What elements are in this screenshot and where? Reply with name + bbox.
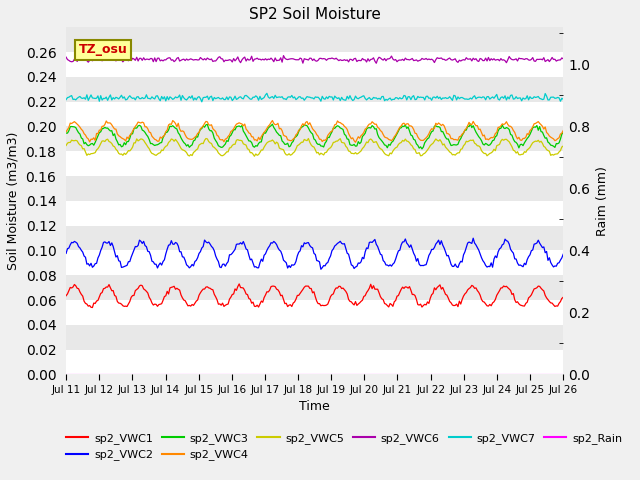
Bar — [66, 151, 563, 176]
Bar — [66, 77, 563, 102]
Bar — [66, 325, 563, 349]
Bar — [66, 226, 563, 251]
Legend: sp2_VWC1, sp2_VWC2, sp2_VWC3, sp2_VWC4, sp2_VWC5, sp2_VWC6, sp2_VWC7, sp2_Rain: sp2_VWC1, sp2_VWC2, sp2_VWC3, sp2_VWC4, … — [61, 429, 627, 465]
Title: SP2 Soil Moisture: SP2 Soil Moisture — [249, 7, 381, 22]
Y-axis label: Raim (mm): Raim (mm) — [596, 166, 609, 236]
Bar — [66, 349, 563, 374]
Bar — [66, 275, 563, 300]
Bar — [66, 126, 563, 151]
X-axis label: Time: Time — [300, 400, 330, 413]
Bar — [66, 176, 563, 201]
Bar — [66, 300, 563, 325]
Bar — [66, 27, 563, 52]
Y-axis label: Soil Moisture (m3/m3): Soil Moisture (m3/m3) — [7, 132, 20, 270]
Text: TZ_osu: TZ_osu — [79, 43, 127, 56]
Bar — [66, 201, 563, 226]
Bar — [66, 102, 563, 126]
Bar — [66, 52, 563, 77]
Bar — [66, 251, 563, 275]
